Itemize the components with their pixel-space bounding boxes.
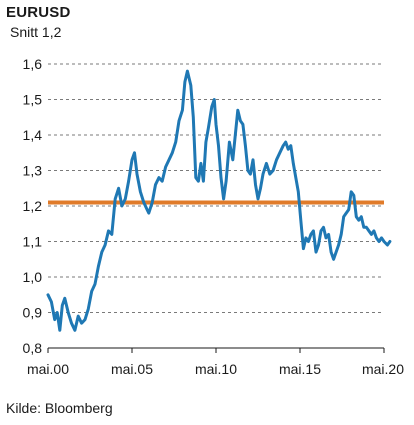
x-tick-label: mai.15 bbox=[279, 361, 321, 377]
x-tick-label: mai.20 bbox=[362, 361, 404, 377]
series-lines bbox=[46, 69, 392, 332]
x-tick-label: mai.10 bbox=[195, 361, 237, 377]
chart-title: EURUSD bbox=[6, 4, 71, 21]
y-tick-label: 1,3 bbox=[23, 163, 43, 179]
y-tick-label: 1,5 bbox=[23, 92, 43, 108]
series-line bbox=[46, 69, 392, 332]
axes bbox=[47, 347, 385, 353]
gridlines bbox=[48, 63, 384, 313]
y-tick-label: 1,6 bbox=[23, 56, 43, 72]
y-tick-label: 1,4 bbox=[23, 127, 43, 143]
tick-labels: 0,8 0,9 1,0 1,1 1,2 1,3 1,4 1,5 1,6 mai.00 mai.05 m… bbox=[23, 56, 405, 377]
y-tick-label: 1,1 bbox=[23, 234, 43, 250]
x-tick-label: mai.05 bbox=[111, 361, 153, 377]
y-tick-label: 1,2 bbox=[23, 198, 43, 214]
y-tick-label: 1,0 bbox=[23, 269, 43, 285]
chart-subtitle: Snitt 1,2 bbox=[10, 24, 62, 40]
y-tick-label: 0,9 bbox=[23, 305, 43, 321]
y-tick-label: 0,8 bbox=[23, 340, 43, 356]
chart-source: Kilde: Bloomberg bbox=[6, 400, 113, 416]
x-tick-label: mai.00 bbox=[27, 361, 69, 377]
